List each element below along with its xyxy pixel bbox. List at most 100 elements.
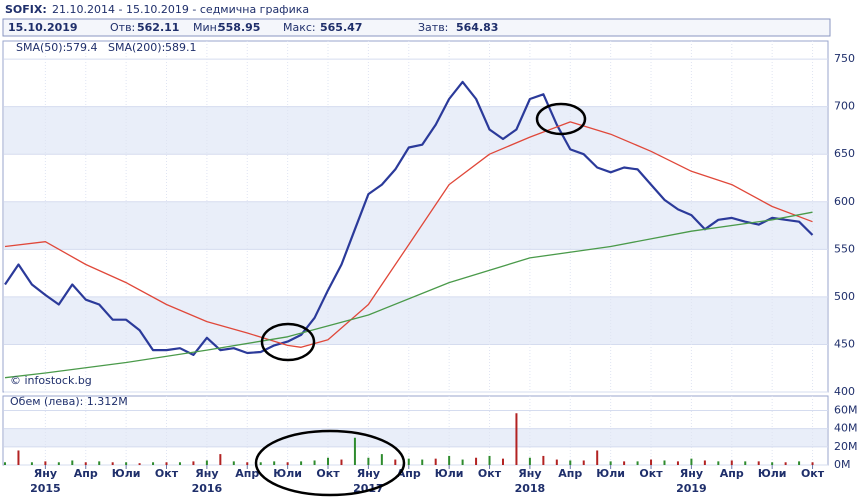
volume-bar <box>367 457 370 465</box>
quote-value: 558.95 <box>218 21 260 34</box>
x-tick-label: Окт <box>155 467 179 480</box>
title: SOFIX: <box>5 3 47 16</box>
y-tick-label: 650 <box>834 147 855 160</box>
volume-bar <box>98 461 101 465</box>
year-label: 2018 <box>515 482 546 495</box>
quote-label: Затв: <box>418 21 448 34</box>
x-tick-label: Юли <box>435 467 464 480</box>
volume-bar <box>138 463 141 465</box>
volume-bar <box>327 457 330 465</box>
legend-label: SMA(50): <box>16 41 66 54</box>
date-range: 21.10.2014 - 15.10.2019 - седмична графи… <box>52 3 309 16</box>
volume-bar <box>650 459 653 465</box>
volume-bar <box>448 455 451 465</box>
volume-bar <box>757 461 760 465</box>
volume-bar <box>676 461 679 465</box>
volume-bar <box>730 460 733 465</box>
y-tick-label: 700 <box>834 100 855 113</box>
y-tick-label: 500 <box>834 290 855 303</box>
volume-bar <box>811 462 814 465</box>
volume-bar <box>475 457 478 465</box>
quote-label: Мин: <box>193 21 221 34</box>
x-tick-label: Апр <box>74 467 98 480</box>
year-label: 2016 <box>192 482 223 495</box>
x-tick-label: Юли <box>596 467 625 480</box>
y-tick-label: 450 <box>834 337 855 350</box>
x-tick-label: Окт <box>639 467 663 480</box>
price-line <box>4 80 814 356</box>
volume-bar <box>30 462 33 465</box>
quote-label: Макс: <box>283 21 316 34</box>
volume-bar <box>515 413 518 465</box>
annotation-circle <box>260 322 316 362</box>
y-tick-label: 40M <box>834 422 858 435</box>
y-tick-label: 550 <box>834 242 855 255</box>
grid-band <box>4 296 827 345</box>
quote-value: 564.83 <box>456 21 498 34</box>
volume-bar <box>542 455 545 465</box>
volume-bar <box>582 460 585 465</box>
price-line <box>4 211 813 379</box>
volume-bar <box>71 460 74 465</box>
quote-date: 15.10.2019 <box>8 21 78 34</box>
volume-bar <box>798 461 801 465</box>
grid-band <box>4 428 827 447</box>
x-tick-label: Апр <box>235 467 259 480</box>
volume-bar <box>528 457 531 465</box>
x-tick-label: Окт <box>316 467 340 480</box>
x-tick-label: Юли <box>273 467 302 480</box>
volume-bar <box>246 462 249 465</box>
volume-bar <box>703 460 706 465</box>
volume-bar <box>340 459 343 465</box>
x-tick-label: Яну <box>518 467 541 480</box>
volume-title: Обем (лева): 1.312M <box>10 395 128 408</box>
volume-bar <box>57 462 60 465</box>
x-tick-label: Окт <box>478 467 502 480</box>
volume-bar <box>178 462 181 465</box>
watermark: © infostock.bg <box>10 374 92 387</box>
annotations <box>254 102 587 497</box>
volume-bar <box>488 455 491 465</box>
price-line <box>4 121 813 348</box>
y-tick-label: 0M <box>834 458 851 471</box>
y-tick-label: 600 <box>834 195 855 208</box>
legend-value: 589.1 <box>165 41 197 54</box>
quote-value: 565.47 <box>320 21 362 34</box>
volume-bar <box>205 460 208 465</box>
legend-label: SMA(200): <box>108 41 165 54</box>
x-tick-label: Яну <box>680 467 703 480</box>
y-tick-label: 400 <box>834 385 855 398</box>
volume-bar <box>111 462 114 465</box>
x-tick-label: Яну <box>195 467 218 480</box>
volume-bar <box>44 461 47 465</box>
y-tick-label: 20M <box>834 440 858 453</box>
volume-bar <box>313 460 316 465</box>
volume-bar <box>421 459 424 465</box>
volume-bar <box>17 450 20 465</box>
volume-bar <box>434 458 437 465</box>
volume-bar <box>623 461 626 465</box>
y-tick-label: 750 <box>834 52 855 65</box>
volume-bar <box>690 458 693 465</box>
volume-bar <box>232 461 235 465</box>
volume-bar <box>744 461 747 465</box>
volume-bar <box>165 462 168 465</box>
year-label: 2019 <box>676 482 707 495</box>
volume-bar <box>4 462 6 465</box>
volume-bar <box>461 459 464 465</box>
x-tick-label: Апр <box>558 467 582 480</box>
volume-bar <box>501 458 504 465</box>
quote-label: Отв: <box>110 21 135 34</box>
grid-band <box>4 201 827 250</box>
x-tick-label: Юли <box>758 467 787 480</box>
x-tick-label: Яну <box>34 467 57 480</box>
volume-bar <box>84 462 87 465</box>
volume-bar <box>596 450 599 465</box>
volume-bar <box>609 461 612 465</box>
quote-box <box>2 18 831 37</box>
y-tick-label: 60M <box>834 404 858 417</box>
legend-value: 579.4 <box>66 41 98 54</box>
volume-bar <box>555 459 558 465</box>
x-tick-label: Яну <box>357 467 380 480</box>
